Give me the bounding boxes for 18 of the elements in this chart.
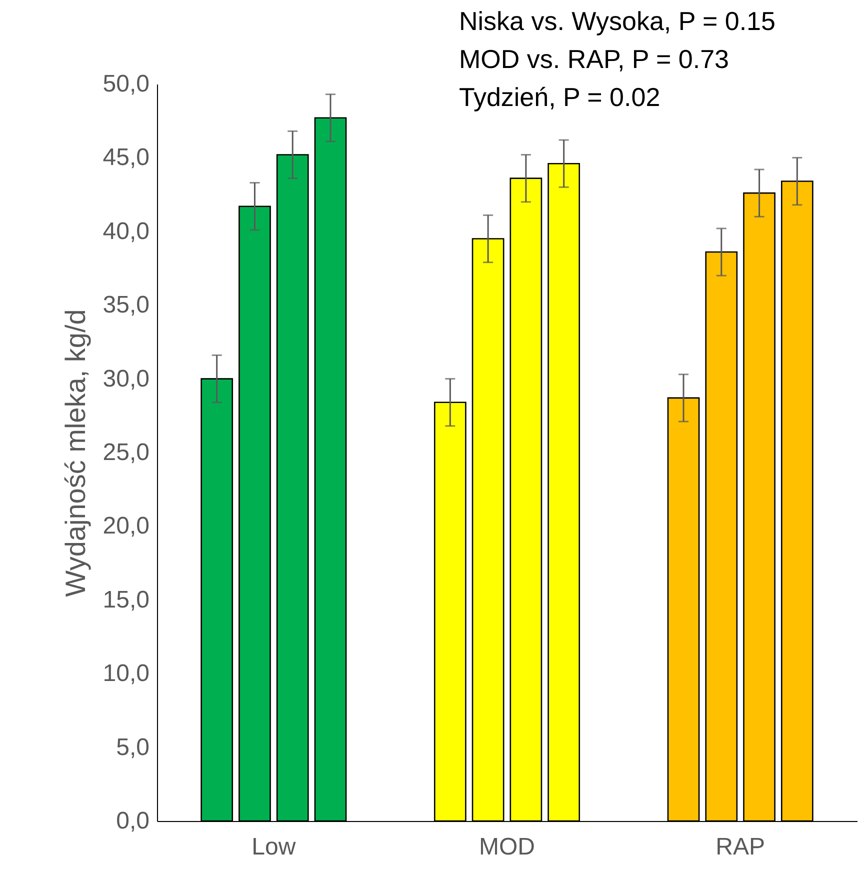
y-tick-label: 50,0 <box>102 70 150 98</box>
y-tick-label: 20,0 <box>102 512 150 540</box>
y-tick-label: 25,0 <box>102 439 150 466</box>
y-tick-label: 35,0 <box>102 292 150 319</box>
x-tick-label: Low <box>252 834 296 860</box>
text: MOD vs. RAP, P = 0.73 <box>459 44 729 74</box>
text: Niska vs. Wysoka, P = 0.15 <box>459 6 776 36</box>
y-tick-label: 30,0 <box>102 365 150 392</box>
annotation: Tydzień, P = 0.02 <box>459 82 660 112</box>
y-tick-label: 0,0 <box>116 808 150 834</box>
y-tick-label: 10,0 <box>102 660 150 688</box>
y-tick-label: 45,0 <box>102 144 150 172</box>
x-tick-label: RAP <box>716 834 766 860</box>
y-tick-label: 5,0 <box>116 734 150 761</box>
y-tick-label: 15,0 <box>102 586 150 614</box>
y-axis-title: Wydajność mleka, kg/d <box>60 309 91 597</box>
y-tick-label: 40,0 <box>102 218 150 245</box>
x-tick-label: MOD <box>479 834 535 860</box>
